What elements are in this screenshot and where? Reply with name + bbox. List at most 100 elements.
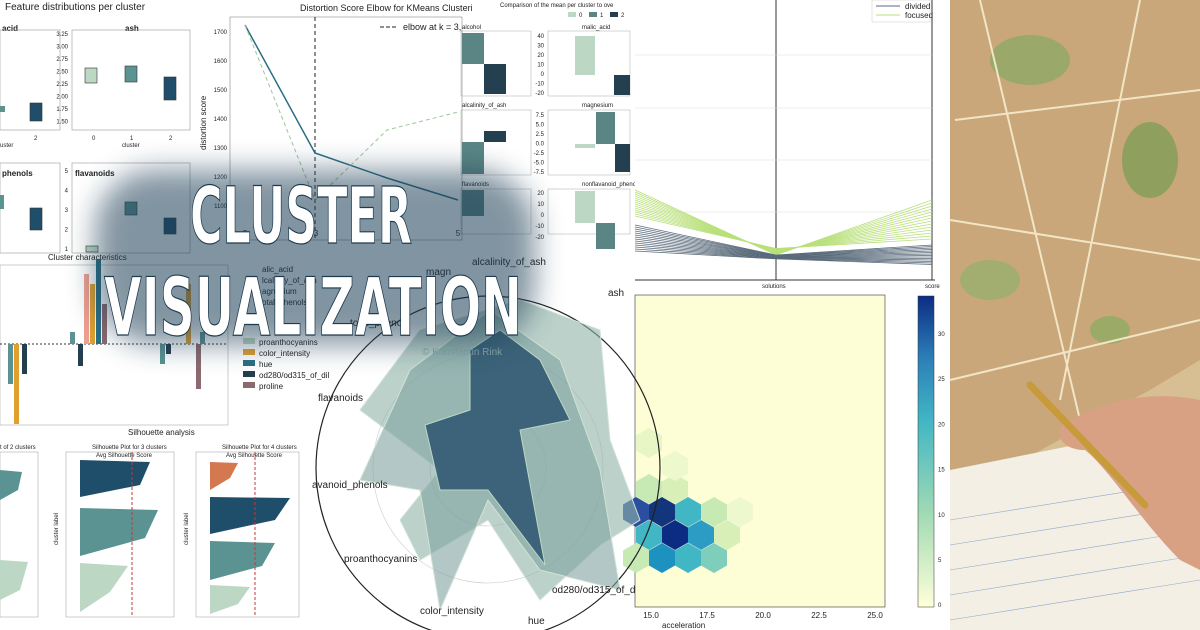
line-trace (634, 207, 933, 251)
label: od280/od315_of_d (552, 585, 635, 596)
line-trace (634, 205, 933, 252)
shape (575, 36, 595, 75)
label: 0 (579, 13, 583, 19)
shape (635, 0, 935, 280)
hexbin-panel: 15.0 17.5 20.0 22.5 25.0 acceleration 30 25 20… (623, 294, 945, 630)
tick-label: 30 (938, 332, 945, 338)
tick-label: -7.5 (534, 170, 545, 176)
tick-label: 4 (65, 189, 69, 195)
bar (70, 332, 75, 344)
line-trace (634, 193, 933, 255)
line-trace (634, 203, 933, 252)
shape (610, 12, 618, 17)
bar (196, 344, 201, 389)
tick-label: 1.50 (56, 120, 68, 126)
line-trace (634, 197, 933, 254)
shape (547, 109, 631, 176)
shape (954, 89, 1200, 121)
shape (1122, 122, 1178, 198)
tick-label: 1.75 (56, 107, 68, 113)
hex-cell (662, 474, 688, 504)
tick-label: 3.25 (56, 32, 68, 38)
shape (80, 508, 158, 556)
tick-label: 2.75 (56, 57, 68, 63)
tick-label: 22.5 (811, 611, 827, 620)
shape (0, 162, 61, 254)
line-trace (634, 215, 933, 249)
label: Comparison of the mean per cluster to ov… (500, 3, 614, 9)
shape (95, 170, 535, 345)
tick-label: 15.0 (643, 611, 659, 620)
hex-cell (714, 520, 740, 550)
shape (990, 35, 1070, 85)
tick-label: 3.00 (56, 45, 68, 51)
legend-swatch (243, 371, 255, 377)
tick-label: 2.50 (56, 70, 68, 76)
shape (575, 191, 595, 223)
label: 0 (92, 136, 96, 142)
shape (949, 319, 1200, 381)
shape (460, 30, 532, 97)
shape (615, 144, 630, 172)
tick-label: 15 (938, 468, 945, 474)
bar (78, 344, 83, 366)
tick-label: 1700 (214, 30, 228, 36)
hex-cell (688, 520, 714, 550)
tick-label: 20 (537, 53, 544, 59)
shape (0, 451, 39, 618)
shape (210, 541, 275, 580)
label: flavanoids (318, 393, 363, 404)
shape (949, 529, 1200, 571)
tick-label: 10 (537, 202, 544, 208)
parallel-panel: solutions score divided focused (634, 0, 940, 290)
tick-label: 5.0 (536, 123, 545, 129)
label: 2 (34, 136, 38, 142)
line-trace (634, 213, 933, 250)
shape (195, 451, 300, 618)
tick-label: 10 (938, 513, 945, 519)
label: divided (905, 2, 930, 11)
shape (1059, 0, 1141, 401)
shape (462, 142, 484, 174)
label: color_intensity (420, 606, 484, 617)
tick-label: 1300 (214, 146, 228, 152)
shape: 30 25 20 15 10 5 0 (938, 332, 945, 609)
legend-text: color_intensity (259, 349, 310, 358)
shape (949, 219, 1200, 261)
tick-label: -2.5 (534, 151, 545, 157)
legend-swatch (243, 349, 255, 355)
tick-label: 25 (938, 377, 945, 383)
label: hue (528, 616, 545, 627)
line-trace (634, 250, 933, 265)
tick-label: 40 (537, 34, 544, 40)
title-line-2: VISUALIZATION (104, 261, 522, 354)
shape (424, 329, 571, 566)
shape (960, 260, 1020, 300)
shape (596, 112, 615, 144)
label: solutions (762, 284, 786, 290)
shape (163, 76, 177, 101)
shape (575, 144, 595, 148)
label: focused (905, 11, 933, 20)
label: 2 (621, 13, 625, 19)
tick-label: 17.5 (699, 611, 715, 620)
shape (634, 189, 933, 265)
shape (484, 131, 506, 142)
hex-cell (701, 497, 727, 527)
label: Distortion Score Elbow for KMeans Cluste… (300, 3, 473, 13)
shape (623, 428, 753, 573)
shape (596, 223, 615, 249)
shape (124, 65, 138, 83)
shape (589, 12, 597, 17)
shape: 5 4 3 2 1 (65, 169, 69, 253)
label: cluster label (184, 513, 190, 545)
tick-label: 0.0 (536, 142, 545, 148)
radar-panel: © Konstantin Rink alcalinity_of_ash ash … (312, 257, 661, 630)
shape (547, 188, 631, 235)
label: avanoid_phenols (312, 480, 388, 491)
tick-label: 10 (537, 63, 544, 69)
hex-cell (636, 428, 662, 458)
shape (568, 12, 576, 17)
bar (14, 344, 19, 424)
